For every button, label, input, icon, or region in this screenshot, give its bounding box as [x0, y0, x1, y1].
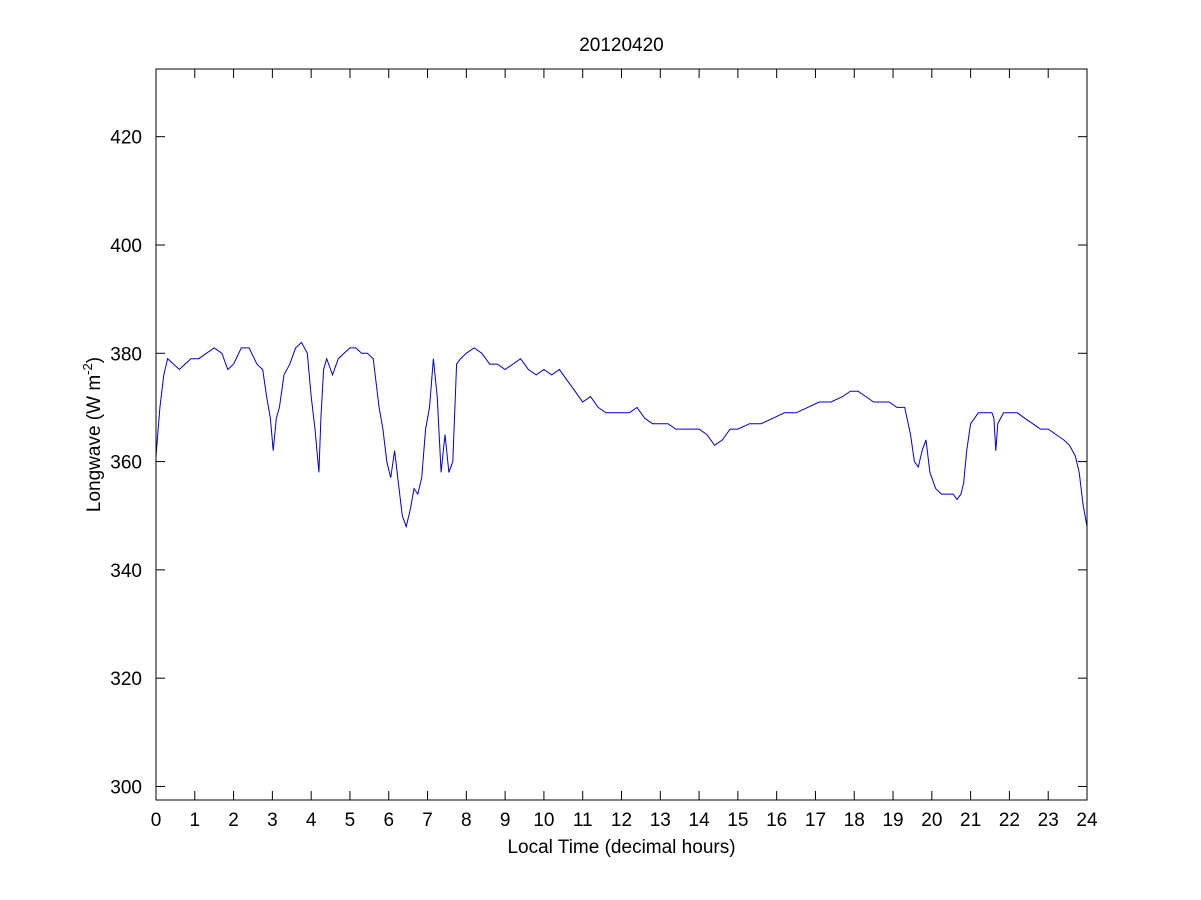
x-tick-label-13: 13: [650, 810, 671, 831]
x-tick-label-11: 11: [573, 810, 593, 831]
x-tick-label-0: 0: [151, 810, 162, 831]
y-tick-label-420: 420: [110, 128, 142, 149]
x-tick-label-23: 23: [1038, 810, 1059, 831]
y-axis-title-superscript: -2: [80, 363, 95, 375]
ticks-layer: [155, 69, 1088, 800]
x-tick-label-15: 15: [727, 810, 748, 831]
y-axis-title-main: Longwave (W m: [84, 375, 105, 512]
x-tick-label-2: 2: [228, 810, 239, 831]
x-tick-label-1: 1: [190, 810, 201, 831]
plot-frame: [155, 68, 1088, 801]
x-tick-label-16: 16: [766, 810, 787, 831]
x-tick-label-6: 6: [383, 810, 394, 831]
x-tick-label-20: 20: [921, 810, 942, 831]
x-tick-label-22: 22: [999, 810, 1020, 831]
y-tick-label-300: 300: [110, 777, 142, 798]
tick-labels-layer: 0 1 2 3 4 5 6 7 8 9 10 11 12 13 14 15 16 17 18 19 20 21 22 23 24…: [110, 128, 1098, 831]
x-tick-label-19: 19: [882, 810, 903, 831]
x-tick-label-10: 10: [533, 810, 554, 831]
x-tick-label-5: 5: [345, 810, 356, 831]
y-tick-label-320: 320: [110, 669, 142, 690]
series-line-longwave: [155, 341, 1088, 529]
x-tick-label-7: 7: [422, 810, 433, 831]
y-axis-title-close: ): [84, 357, 105, 363]
plot-area: [156, 69, 1087, 800]
y-tick-label-400: 400: [110, 236, 142, 257]
x-tick-label-18: 18: [844, 810, 865, 831]
x-axis-title: Local Time (decimal hours): [507, 837, 735, 858]
y-axis-title: Longwave (W m-2): [80, 357, 105, 512]
x-tick-label-3: 3: [267, 810, 278, 831]
x-tick-label-14: 14: [689, 810, 711, 831]
y-tick-label-360: 360: [110, 453, 142, 474]
x-tick-label-4: 4: [306, 810, 317, 831]
y-tick-label-340: 340: [110, 561, 142, 582]
chart-title: 20120420: [579, 35, 664, 56]
x-tick-label-12: 12: [611, 810, 632, 831]
x-tick-label-21: 21: [960, 810, 981, 831]
x-tick-label-24: 24: [1076, 810, 1098, 831]
x-tick-label-17: 17: [805, 810, 826, 831]
y-tick-label-380: 380: [110, 344, 142, 365]
x-tick-label-9: 9: [500, 810, 511, 831]
x-tick-label-8: 8: [461, 810, 472, 831]
